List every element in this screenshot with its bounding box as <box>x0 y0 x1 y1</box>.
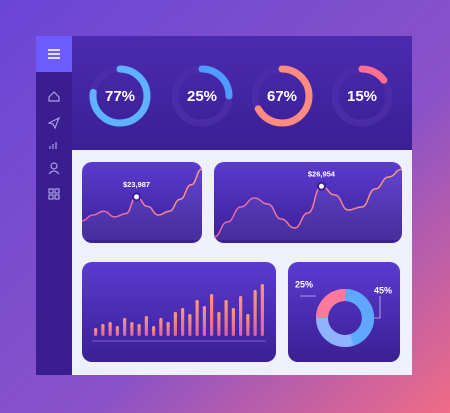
bar <box>159 318 163 336</box>
bar <box>188 314 192 336</box>
bar <box>144 316 148 336</box>
gauge-arc <box>251 65 313 127</box>
gauge-arc <box>89 65 151 127</box>
gauge-label: 67% <box>267 88 297 105</box>
bar <box>260 284 264 336</box>
highlight-point <box>316 181 326 191</box>
gauge-arc <box>331 65 393 127</box>
bar <box>94 328 98 336</box>
bar <box>224 300 228 336</box>
bar <box>210 294 214 336</box>
bar <box>246 314 250 336</box>
bar <box>115 326 119 336</box>
sidebar <box>36 36 72 375</box>
user-icon[interactable] <box>50 162 58 170</box>
leader-lines <box>300 295 381 319</box>
bar <box>195 300 199 336</box>
bar <box>152 326 156 336</box>
bar <box>166 322 170 336</box>
bar-card <box>82 262 276 362</box>
donut-segment <box>316 289 374 347</box>
bar <box>123 318 127 336</box>
line <box>81 168 203 222</box>
donut-label: 45% <box>374 285 392 295</box>
donut-label: 25% <box>295 279 313 289</box>
home-icon[interactable] <box>48 91 60 102</box>
point-label: $26,954 <box>308 169 336 178</box>
line <box>213 168 403 238</box>
send-icon[interactable] <box>47 116 61 130</box>
line-area <box>82 168 202 240</box>
bar <box>231 308 235 336</box>
bar <box>130 322 134 336</box>
gauge-arc <box>171 65 233 127</box>
highlight-point <box>132 192 142 202</box>
bar <box>173 312 177 336</box>
line-card <box>214 162 402 243</box>
menu-icon <box>48 49 60 59</box>
bar <box>239 296 243 336</box>
point-label: $23,987 <box>123 180 150 189</box>
bar <box>108 322 112 336</box>
bar <box>101 324 105 336</box>
bar <box>181 308 185 336</box>
grid-icon[interactable] <box>48 188 60 200</box>
gauge-label: 77% <box>105 88 135 105</box>
bar <box>253 290 257 336</box>
header <box>72 36 412 150</box>
stats-icon[interactable] <box>49 142 57 149</box>
line-area <box>214 169 402 240</box>
bar <box>202 306 206 336</box>
donut-card <box>288 262 400 362</box>
bar <box>137 324 141 336</box>
bar <box>217 312 221 336</box>
gauge-label: 25% <box>187 88 217 105</box>
gauge-label: 15% <box>347 88 377 105</box>
